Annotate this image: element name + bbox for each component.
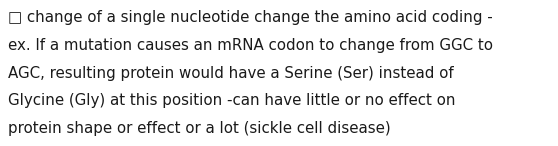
Text: AGC, resulting protein would have a Serine (Ser) instead of: AGC, resulting protein would have a Seri… — [8, 66, 454, 81]
Text: □ change of a single nucleotide change the amino acid coding -: □ change of a single nucleotide change t… — [8, 10, 493, 25]
Text: ex. If a mutation causes an mRNA codon to change from GGC to: ex. If a mutation causes an mRNA codon t… — [8, 38, 493, 53]
Text: protein shape or effect or a lot (sickle cell disease): protein shape or effect or a lot (sickle… — [8, 121, 391, 136]
Text: Glycine (Gly) at this position -can have little or no effect on: Glycine (Gly) at this position -can have… — [8, 93, 456, 108]
